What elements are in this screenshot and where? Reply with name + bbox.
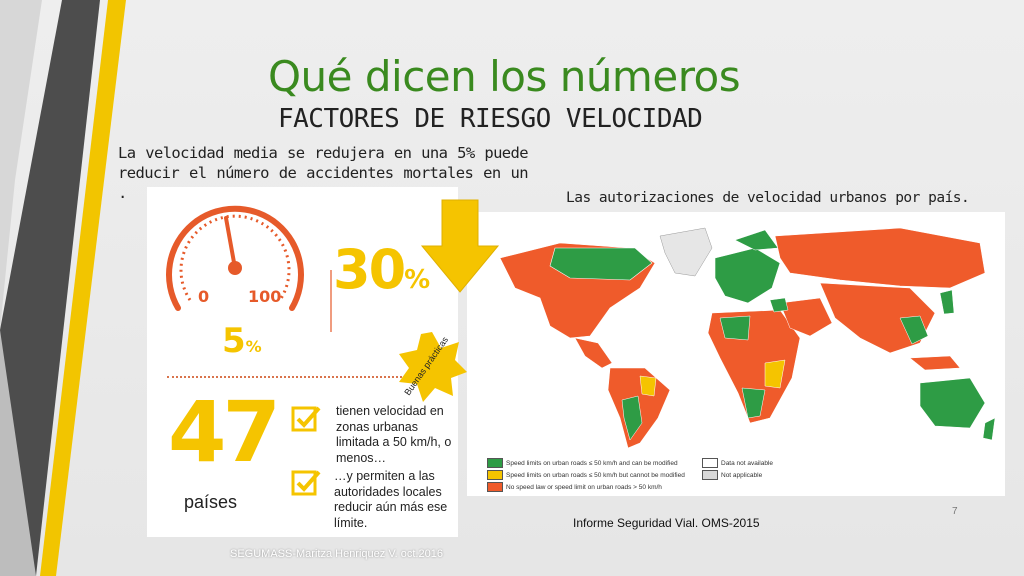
legend-label: No speed law or speed limit on urban roa… <box>506 483 662 491</box>
intro-paragraph: La velocidad media se redujera en una 5%… <box>118 144 529 202</box>
slide-subtitle: FACTORES DE RIESGO VELOCIDAD <box>278 104 703 134</box>
map-caption: Las autorizaciones de velocidad urbanos … <box>566 190 970 206</box>
badge-star-icon: Buenas prácticas <box>399 332 467 402</box>
legend-label: Speed limits on urban roads ≤ 50 km/h an… <box>506 459 678 467</box>
legend-label: Speed limits on urban roads ≤ 50 km/h bu… <box>506 471 685 479</box>
source-citation: Informe Seguridad Vial. OMS-2015 <box>573 516 760 530</box>
legend-label: Data not available <box>721 459 774 467</box>
fact-text-2: …y permiten a las autoridades locales re… <box>334 469 448 530</box>
legend-label: Not applicable <box>721 471 763 479</box>
slide-title: Qué dicen los números <box>268 52 741 101</box>
percent-small-value: 5 <box>222 321 246 361</box>
footer-author: SEGUMASS-Maritza Henriquez V. oct.2016 <box>230 548 443 560</box>
percent-big-unit: % <box>404 265 430 295</box>
gauge-max-label: 100 <box>248 287 281 306</box>
percent-small-unit: % <box>245 337 262 356</box>
gauge-min-label: 0 <box>198 287 209 306</box>
down-arrow-icon <box>420 199 500 293</box>
dotted-divider <box>167 376 422 378</box>
percent-big-value: 30 <box>333 238 406 301</box>
legend-item: Speed limits on urban roads ≤ 50 km/h an… <box>487 458 678 468</box>
check-box-icon <box>291 470 321 496</box>
legend-item: Not applicable <box>702 470 762 480</box>
country-count-label: países <box>184 492 238 512</box>
percent-big: 30% <box>333 238 430 301</box>
fact-text-1: tienen velocidad en zonas urbanas limita… <box>336 404 452 465</box>
decorative-stripes <box>0 0 126 576</box>
percent-small: 5% <box>222 321 262 361</box>
legend-item: Speed limits on urban roads ≤ 50 km/h bu… <box>487 470 685 480</box>
legend-item: No speed law or speed limit on urban roa… <box>487 482 662 492</box>
divider-line <box>330 270 332 332</box>
world-map <box>499 227 996 449</box>
legend-item: Data not available <box>702 458 773 468</box>
check-box-icon <box>291 406 321 432</box>
page-number: 7 <box>952 506 958 517</box>
country-count: 47 <box>168 383 281 481</box>
map-legend: Speed limits on urban roads ≤ 50 km/h an… <box>487 456 897 496</box>
speedometer-icon: 0 100 <box>166 205 304 311</box>
